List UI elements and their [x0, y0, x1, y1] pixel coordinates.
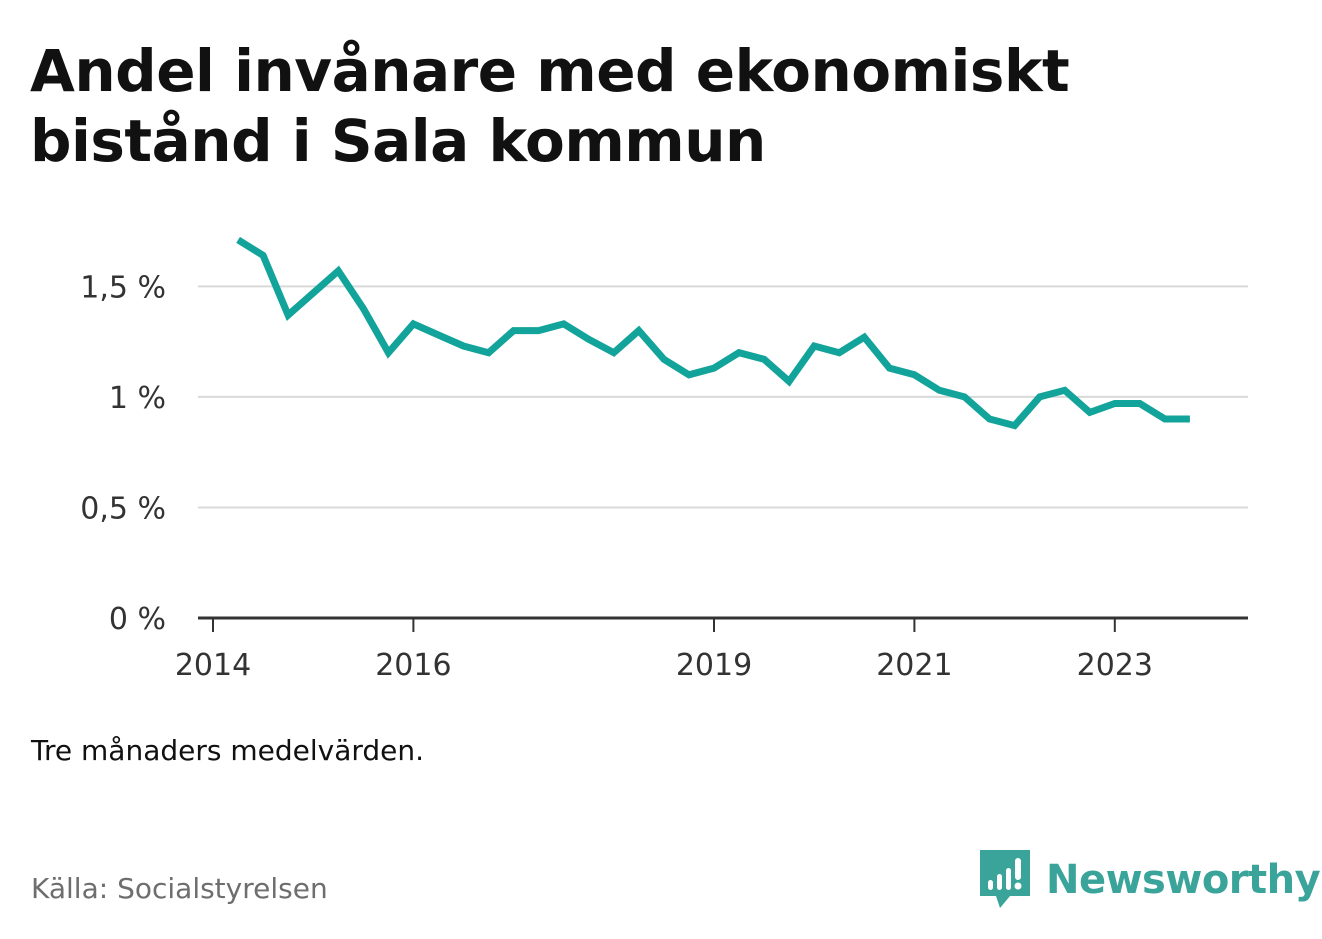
grid-lines [198, 285, 1248, 509]
x-axis-labels: 2014 2016 2019 2021 2023 [175, 648, 1153, 683]
chart-note: Tre månaders medelvärden. [31, 734, 425, 767]
series [236, 236, 1190, 430]
y-tick-label: 1,5 % [80, 270, 166, 305]
x-axis [198, 616, 1248, 632]
x-tick-label: 2019 [676, 648, 752, 683]
y-tick-label: 0 % [109, 602, 166, 637]
x-tick-label: 2014 [175, 648, 251, 683]
y-tick-label: 0,5 % [80, 491, 166, 526]
brand-logo[interactable]: Newsworthy [980, 850, 1321, 910]
newsworthy-logo-icon [980, 850, 1030, 908]
chart-title: Andel invånare med ekonomiskt bistånd i … [30, 37, 1070, 175]
x-tick-label: 2023 [1077, 648, 1153, 683]
x-tick-label: 2016 [375, 648, 451, 683]
y-tick-label: 1 % [109, 381, 166, 416]
source-credit: Källa: Socialstyrelsen [31, 872, 328, 905]
brand-name: Newsworthy [1046, 857, 1321, 903]
y-axis-labels: 0 % 0,5 % 1 % 1,5 % [80, 270, 166, 637]
series-line [236, 236, 1190, 430]
x-tick-label: 2021 [876, 648, 952, 683]
